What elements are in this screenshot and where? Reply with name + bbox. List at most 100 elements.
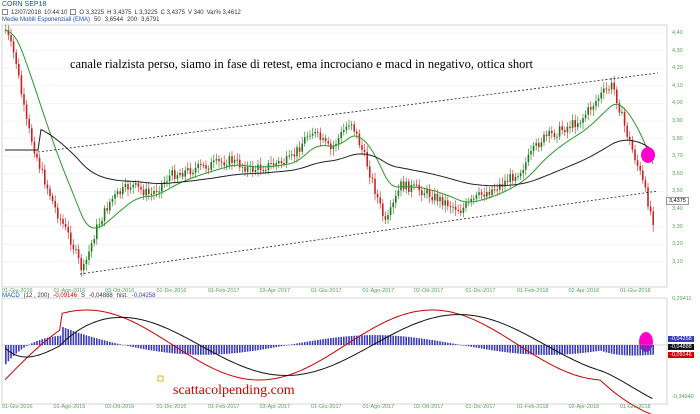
candle-body — [400, 181, 402, 191]
candle-body — [304, 137, 306, 144]
macd-histogram-bar — [631, 345, 634, 356]
macd-histogram-bar — [75, 331, 77, 345]
macd-histogram-bar — [400, 336, 402, 345]
macd-histogram-bar — [244, 345, 246, 353]
macd-histogram-bar — [395, 335, 397, 345]
macd-histogram-bar — [514, 345, 517, 354]
candle-body — [275, 163, 277, 166]
macd-histogram-bar — [171, 345, 173, 354]
candle-body — [587, 107, 589, 115]
candle-body — [530, 151, 532, 155]
candle-body — [109, 201, 111, 211]
price-tick-label: 3,40 — [672, 206, 683, 212]
candle-body — [460, 210, 462, 213]
macd-histogram-bar — [600, 345, 602, 351]
candle-body — [436, 193, 439, 202]
macd-histogram-bar — [603, 345, 605, 352]
macd-legend: MACD (12 , 200) -0,09146 S -0,04888 hist. -0,0… — [2, 293, 159, 299]
ema-legend: Medie Mobili Esponenziali (EMA) 50 3,6544 2… — [2, 17, 163, 23]
candle-body — [236, 159, 238, 161]
candle-body — [441, 197, 444, 206]
macd-histogram-bar — [265, 345, 267, 349]
candle-body — [145, 188, 147, 196]
candle-body — [402, 181, 405, 190]
macd-histogram-bar — [304, 342, 306, 345]
candle-body — [88, 251, 90, 260]
candle-body — [340, 131, 342, 138]
macd-histogram-bar — [158, 345, 160, 352]
macd-histogram-bar — [642, 345, 644, 356]
macd-histogram-bar — [587, 345, 589, 353]
candle-body — [168, 175, 171, 182]
candle-body — [70, 232, 72, 245]
price-tick-label: 3,80 — [672, 135, 683, 142]
macd-histogram-bar — [538, 345, 540, 355]
candle-body — [506, 180, 509, 182]
macd-histogram-bar — [226, 345, 228, 354]
macd-histogram-bar — [356, 335, 358, 345]
date-tick-label: 01-Dic-2016 — [156, 288, 187, 294]
candle-body — [447, 200, 449, 207]
macd-histogram-bar — [623, 345, 626, 356]
watermark-square-icon — [157, 375, 164, 382]
macd-histogram-bar — [275, 345, 277, 348]
macd-histogram-bar — [181, 345, 184, 355]
price-highlight-marker — [641, 147, 655, 163]
candle-body — [499, 184, 501, 190]
candle-body — [509, 173, 511, 182]
macd-histogram-bar — [465, 345, 467, 346]
macd-histogram-bar — [145, 345, 147, 350]
macd-histogram-bar — [613, 345, 615, 355]
macd-histogram-bar — [140, 345, 142, 349]
price-tick-label: 3,70 — [672, 153, 683, 160]
macd-histogram-bar — [379, 335, 381, 345]
header-volume: V 340 — [187, 9, 204, 16]
macd-histogram-bar — [470, 345, 472, 347]
candle-body — [155, 190, 158, 193]
candle-body — [324, 138, 327, 142]
candle-body — [122, 187, 124, 195]
macd-histogram-bar — [384, 335, 387, 345]
candle-body — [163, 181, 166, 184]
candle-body — [77, 249, 80, 258]
macd-histogram-bar — [595, 345, 597, 352]
candle-body — [382, 203, 384, 217]
candle-body — [41, 168, 43, 170]
macd-histogram-bar — [168, 345, 171, 353]
candle-body — [644, 180, 647, 188]
macd-histogram-bar — [361, 335, 363, 345]
candle-body — [231, 156, 233, 163]
macd-histogram-bar — [605, 345, 608, 353]
macd-histogram-bar — [5, 345, 7, 365]
macd-histogram-bar — [137, 345, 140, 349]
candle-body — [210, 162, 212, 170]
candle-body — [311, 133, 314, 136]
ohlc-row: 12/07/2018 10:44:10 O 3,3225 H 3,4375 L 3,32… — [2, 9, 244, 16]
macd-histogram-bar — [106, 341, 108, 345]
candle-body — [470, 198, 472, 202]
price-tick-label: 4,00 — [672, 100, 683, 107]
candle-body — [345, 126, 348, 131]
candle-body — [363, 149, 366, 152]
candle-body — [519, 173, 522, 177]
candle-body — [608, 89, 610, 91]
candle-body — [44, 169, 46, 185]
candle-body — [501, 184, 504, 187]
candle-body — [233, 159, 236, 163]
macd-histogram-bar — [161, 345, 163, 352]
date-tick-label: 01-Giu-2017 — [311, 288, 342, 294]
candle-body — [603, 88, 605, 93]
macd-histogram-bar — [210, 345, 212, 355]
macd-histogram-bar — [114, 343, 116, 345]
macd-histogram-bar — [25, 345, 28, 347]
macd-value: -0,09146 — [53, 293, 78, 299]
macd-histogram-bar — [340, 336, 342, 345]
candle-body — [67, 226, 69, 233]
macd-histogram-bar — [610, 345, 613, 354]
macd-histogram-bar — [366, 335, 368, 345]
candle-body — [174, 170, 176, 179]
macd-histogram-bar — [28, 344, 30, 346]
macd-histogram-bar — [332, 337, 335, 345]
candle-body — [288, 155, 290, 157]
